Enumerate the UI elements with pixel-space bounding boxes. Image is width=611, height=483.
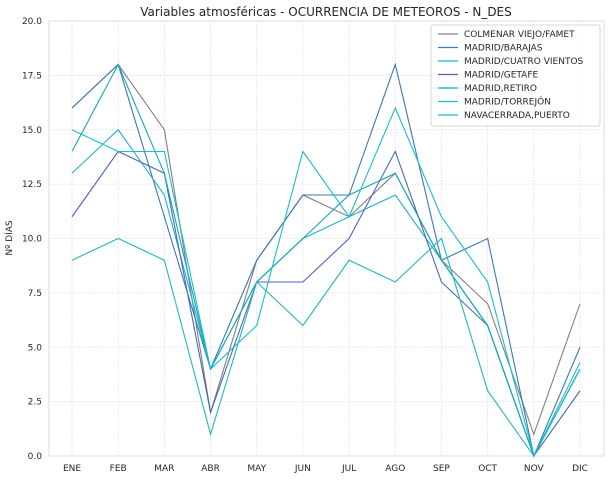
- legend-items: COLMENAR VIEJO/FAMET MADRID/BARAJAS MADRID…: [438, 30, 584, 121]
- legend-label: MADRID/BARAJAS: [464, 44, 543, 54]
- x-tick-label: JUL: [341, 464, 356, 474]
- x-tick-label: OCT: [478, 464, 497, 474]
- x-tick-label: AGO: [385, 464, 405, 474]
- tick-layer: 0.0 2.5 5.0 7.5 10.0 12.5 15.0 17.5 20.0 ENE FEB MA…: [22, 17, 588, 474]
- y-tick-label: 12.5: [22, 180, 42, 190]
- y-axis-label: Nº DÍAS: [3, 220, 15, 256]
- x-tick-label: DIC: [572, 464, 588, 474]
- y-tick-label: 17.5: [22, 71, 42, 81]
- x-tick-label: MAY: [247, 464, 266, 474]
- y-tick-label: 15.0: [22, 126, 42, 136]
- chart-title: Variables atmosféricas - OCURRENCIA DE M…: [140, 5, 512, 19]
- y-tick-label: 7.5: [28, 289, 42, 299]
- x-tick-label: ENE: [63, 464, 81, 474]
- y-tick-label: 20.0: [22, 17, 42, 27]
- series-line-6: [71, 106, 581, 458]
- legend-label: NAVACERRADA,PUERTO: [464, 111, 570, 121]
- y-tick-label: 2.5: [28, 398, 42, 408]
- series-layer: [71, 62, 581, 458]
- x-tick-label: NOV: [524, 464, 545, 474]
- y-tick-label: 10.0: [22, 235, 42, 245]
- series-line-2: [71, 62, 581, 458]
- legend-label: MADRID,RETIRO: [464, 84, 537, 94]
- legend-label: MADRID/TORREJÓN: [464, 96, 551, 108]
- x-tick-label: FEB: [110, 464, 127, 474]
- legend-label: MADRID/CUATRO VIENTOS: [464, 57, 584, 67]
- x-tick-label: MAR: [154, 464, 174, 474]
- x-tick-label: JUN: [294, 464, 311, 474]
- y-tick-label: 0.0: [28, 452, 43, 462]
- legend-box: [430, 24, 601, 127]
- plot-area-frame: [48, 20, 605, 457]
- legend-label: COLMENAR VIEJO/FAMET: [464, 30, 575, 40]
- series-line-7: [71, 237, 581, 458]
- series-line-5: [71, 63, 581, 458]
- legend-label: MADRID/GETAFE: [464, 71, 539, 81]
- y-tick-label: 5.0: [28, 343, 43, 353]
- series-line-1: [71, 63, 581, 436]
- x-tick-label: ABR: [201, 464, 220, 474]
- legend: COLMENAR VIEJO/FAMET MADRID/BARAJAS MADRID…: [430, 24, 601, 127]
- x-tick-label: SEP: [433, 464, 450, 474]
